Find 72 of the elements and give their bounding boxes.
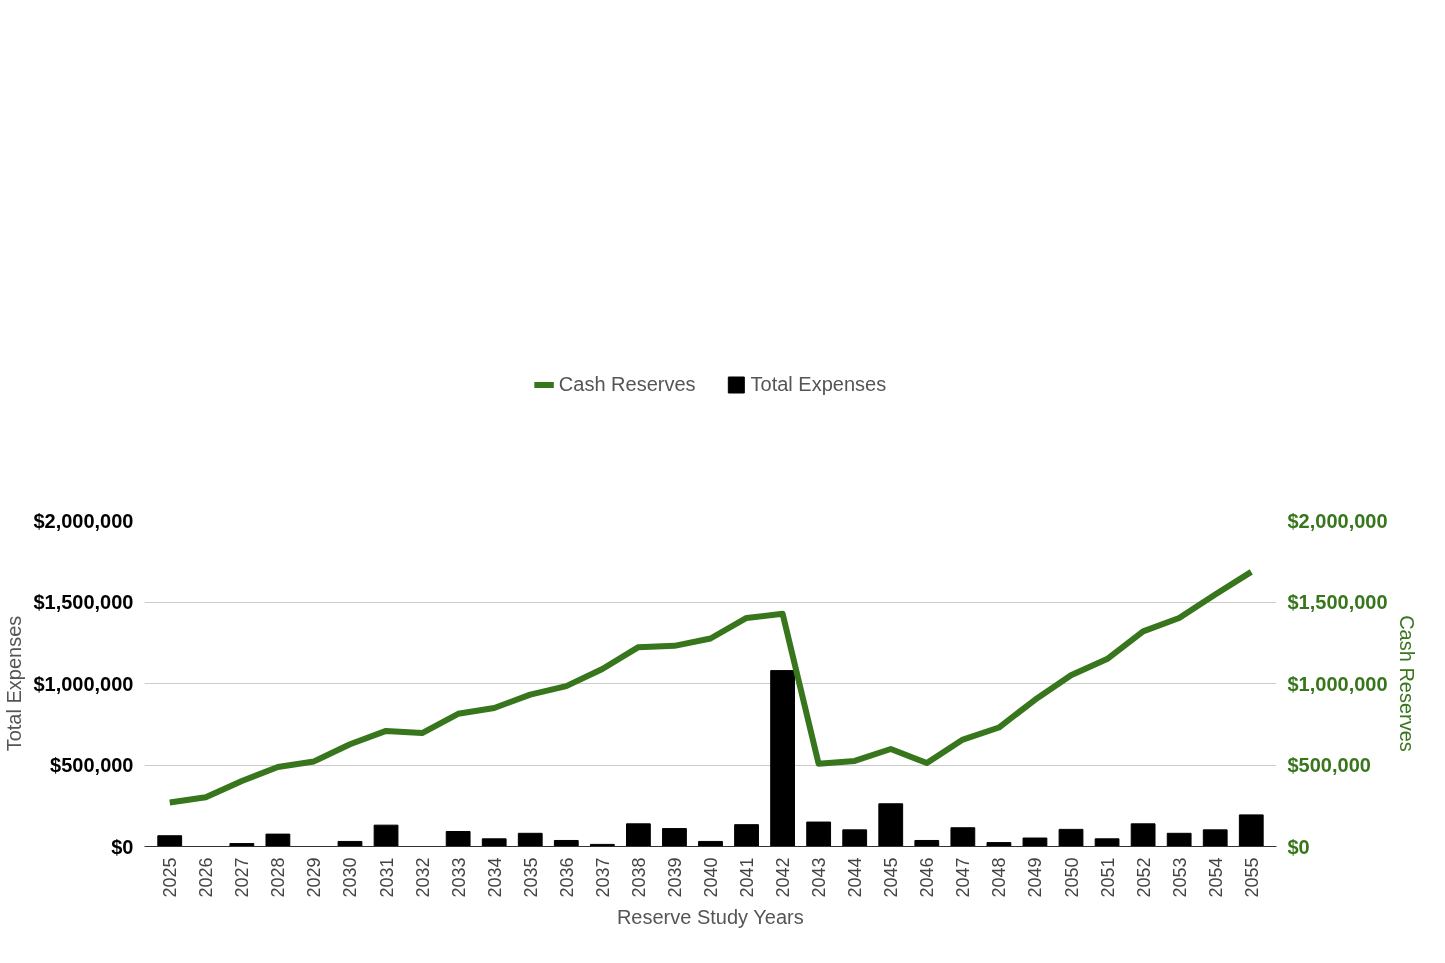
- y2-axis-title: Cash Reserves: [1395, 615, 1418, 752]
- bar: [481, 838, 507, 847]
- y-axis-title: Total Expenses: [3, 615, 26, 752]
- x-tick-label: 2052: [1133, 857, 1154, 898]
- x-tick-label: 2041: [737, 857, 758, 898]
- y-tick-label: $0: [111, 835, 134, 858]
- x-tick-label: 2025: [160, 857, 181, 898]
- x-tick-label: 2051: [1097, 857, 1118, 898]
- bar: [1130, 823, 1156, 847]
- x-tick-label: 2050: [1061, 857, 1082, 898]
- bar: [553, 839, 579, 847]
- x-tick-label: 2042: [773, 857, 794, 898]
- x-tick-label: 2031: [376, 857, 397, 898]
- x-axis-title: Reserve Study Years: [616, 905, 804, 928]
- bar: [950, 827, 976, 847]
- bar: [842, 829, 868, 847]
- bar: [626, 823, 651, 847]
- bar: [698, 840, 723, 847]
- x-tick-label: 2040: [701, 857, 721, 898]
- x-tick-label: 2037: [592, 857, 613, 898]
- x-tick-label: 2036: [556, 857, 577, 898]
- legend-label: Cash Reserves: [558, 372, 696, 396]
- x-tick-label: 2049: [1025, 857, 1046, 898]
- x-tick-label: 2035: [520, 857, 541, 898]
- x-tick-label: 2034: [484, 857, 505, 898]
- x-tick-label: 2029: [304, 857, 325, 898]
- x-tick-label: 2026: [196, 857, 217, 898]
- x-tick-label: 2055: [1241, 857, 1262, 898]
- bar: [337, 840, 363, 847]
- y2-tick-label: $1,000,000: [1287, 672, 1388, 695]
- x-tick-label: 2038: [628, 857, 649, 898]
- bar: [1166, 832, 1192, 847]
- bar: [878, 803, 904, 847]
- y2-tick-label: $2,000,000: [1287, 509, 1388, 532]
- bar: [157, 835, 183, 847]
- bar: [445, 831, 471, 847]
- y-tick-label: $1,000,000: [33, 672, 134, 695]
- bar: [770, 670, 795, 847]
- x-tick-label: 2030: [340, 857, 361, 898]
- bar: [1058, 828, 1084, 847]
- bar: [1202, 829, 1228, 847]
- x-tick-label: 2054: [1205, 857, 1226, 898]
- x-tick-label: 2039: [664, 857, 685, 898]
- x-tick-label: 2047: [953, 857, 974, 898]
- y2-tick-label: $0: [1287, 835, 1310, 858]
- x-tick-label: 2027: [232, 857, 253, 898]
- y-tick-label: $2,000,000: [33, 509, 134, 532]
- bar: [734, 824, 759, 847]
- bar: [265, 833, 291, 847]
- bar: [517, 832, 543, 847]
- bar: [373, 824, 399, 847]
- x-tick-label: 2044: [845, 857, 866, 898]
- y2-tick-label: $500,000: [1287, 754, 1371, 776]
- x-tick-label: 2046: [917, 857, 938, 898]
- bar: [986, 842, 1012, 847]
- x-tick-label: 2028: [268, 857, 289, 898]
- bar: [914, 839, 940, 847]
- x-tick-label: 2032: [412, 857, 433, 898]
- bar: [1022, 837, 1048, 847]
- legend-label: Total Expenses: [750, 372, 887, 396]
- x-tick-label: 2053: [1169, 857, 1190, 898]
- x-tick-label: 2045: [881, 857, 902, 898]
- bar: [1238, 814, 1264, 847]
- y-tick-label: $1,500,000: [33, 591, 134, 613]
- x-tick-label: 2033: [448, 857, 469, 898]
- x-tick-label: 2043: [809, 857, 830, 898]
- y-tick-label: $500,000: [50, 754, 134, 776]
- x-tick-label: 2048: [989, 857, 1010, 898]
- bar: [662, 828, 687, 847]
- y2-tick-label: $1,500,000: [1287, 591, 1388, 613]
- bar: [806, 821, 832, 847]
- bar: [1094, 838, 1120, 847]
